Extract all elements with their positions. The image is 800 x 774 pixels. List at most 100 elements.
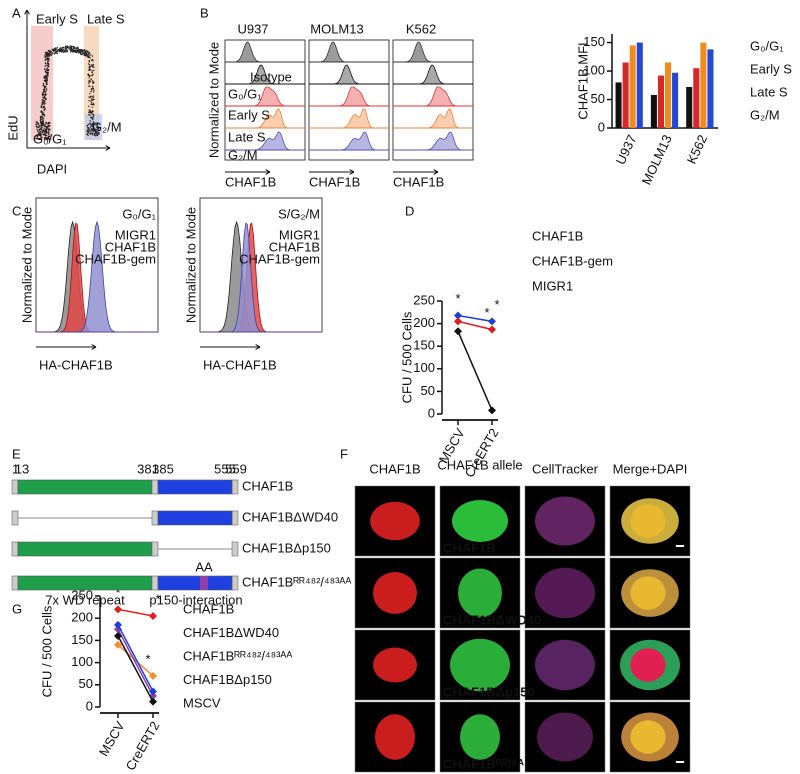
axis-title: CFU / 500 Cells <box>399 311 414 403</box>
scatter-dot <box>48 50 50 52</box>
column-header: CellTracker <box>532 461 599 476</box>
scatter-dot <box>48 138 51 141</box>
scatter-dot <box>74 46 76 48</box>
scatter-dot <box>88 105 90 108</box>
scatter-dot <box>56 48 58 50</box>
scatter-dot <box>88 100 90 102</box>
scatter-dot <box>89 97 91 99</box>
scatter-dot <box>84 49 86 51</box>
scatter-dot <box>78 51 80 53</box>
scatter-dot <box>91 85 94 88</box>
panel-letter: D <box>405 203 414 218</box>
scatter-dot <box>62 48 64 50</box>
scatter-dot <box>45 52 47 54</box>
scatter-dot <box>44 89 46 91</box>
scatter-dot <box>65 49 68 51</box>
scatter-dot <box>86 50 88 52</box>
scatter-dot <box>38 125 40 128</box>
gate-late <box>84 26 99 140</box>
nucleus <box>630 576 666 610</box>
scatter-dot <box>40 122 42 125</box>
domain-cap <box>11 541 19 557</box>
scatter-dot <box>61 49 64 52</box>
scatter-dot <box>45 70 47 72</box>
scatter-dot <box>50 50 52 53</box>
significance-mark: * <box>494 297 499 312</box>
scatter-dot <box>93 98 95 101</box>
scatter-dot <box>85 52 88 54</box>
position-label: 1 <box>12 461 19 476</box>
scatter-dot <box>42 96 44 99</box>
scatter-dot <box>93 128 96 130</box>
scatter-dot <box>87 129 89 131</box>
gate-label: Early S <box>36 11 78 26</box>
histogram <box>309 131 389 151</box>
scatter-dot <box>71 50 73 52</box>
scatter-dot <box>36 125 38 127</box>
scatter-dot <box>88 54 90 57</box>
point <box>454 327 462 336</box>
scatter-dot <box>87 131 90 133</box>
scatter-dot <box>51 48 53 50</box>
series-line <box>117 635 154 703</box>
scatter-dot <box>91 128 93 130</box>
scatter-dot <box>44 77 46 80</box>
scatter-dot <box>47 127 49 129</box>
scatter-dot <box>92 99 94 101</box>
column-title: MOLM13 <box>310 21 363 36</box>
row-label: CHAF1Bᴿᴿ/ᴬᴬ <box>443 756 525 771</box>
scatter-dot <box>91 125 93 127</box>
scatter-dot <box>93 82 95 84</box>
scatter-dot <box>36 121 38 123</box>
scatter-dot <box>44 54 46 56</box>
scatter-dot <box>87 74 89 76</box>
scatter-dot <box>42 131 44 133</box>
series-line <box>457 330 493 411</box>
scatter-dot <box>42 106 44 109</box>
legend-label: MSCV <box>183 695 221 710</box>
scatter-dot <box>97 128 99 131</box>
significance-mark: * <box>455 291 460 306</box>
scatter-dot <box>39 137 41 140</box>
scatter-dot <box>81 53 84 55</box>
scatter-dot <box>88 128 90 130</box>
histogram <box>393 86 473 107</box>
p150-domain <box>157 479 233 495</box>
scatter-dot <box>90 100 92 102</box>
scatter-dot <box>43 138 46 140</box>
scatter-dot <box>48 133 50 135</box>
domain-cap <box>231 541 239 557</box>
nucleus <box>630 504 666 538</box>
scatter-dot <box>41 136 43 139</box>
significance-mark: * <box>155 591 160 606</box>
scatter-dot <box>83 54 85 56</box>
point <box>114 640 122 649</box>
scatter-dot <box>90 64 93 66</box>
axis-title: CHAF1B <box>309 174 360 189</box>
scatter-dot <box>97 133 100 135</box>
scatter-dot <box>89 57 91 59</box>
scatter-dot <box>43 105 45 108</box>
scatter-dot <box>91 71 93 74</box>
scatter-dot <box>49 128 51 131</box>
scatter-dot <box>48 55 50 57</box>
y-tick-label: 200 <box>413 315 435 330</box>
y-tick-label: 250 <box>413 292 435 307</box>
histogram <box>393 131 473 151</box>
scatter-dot <box>75 51 77 54</box>
scatter-dot <box>47 128 50 130</box>
histogram-frame <box>308 39 390 161</box>
scatter-dot <box>43 90 45 93</box>
scatter-dot <box>72 49 75 51</box>
bar <box>657 75 664 128</box>
cell <box>460 714 500 760</box>
row-label: Isotype <box>250 69 292 84</box>
y-tick-label: 50 <box>79 676 93 691</box>
cell <box>535 639 595 691</box>
bar <box>650 94 657 128</box>
histogram <box>225 41 305 63</box>
scatter-dot <box>96 132 98 134</box>
scatter-dot <box>92 87 94 89</box>
scatter-dot <box>72 50 75 53</box>
scatter-dot <box>62 51 65 53</box>
